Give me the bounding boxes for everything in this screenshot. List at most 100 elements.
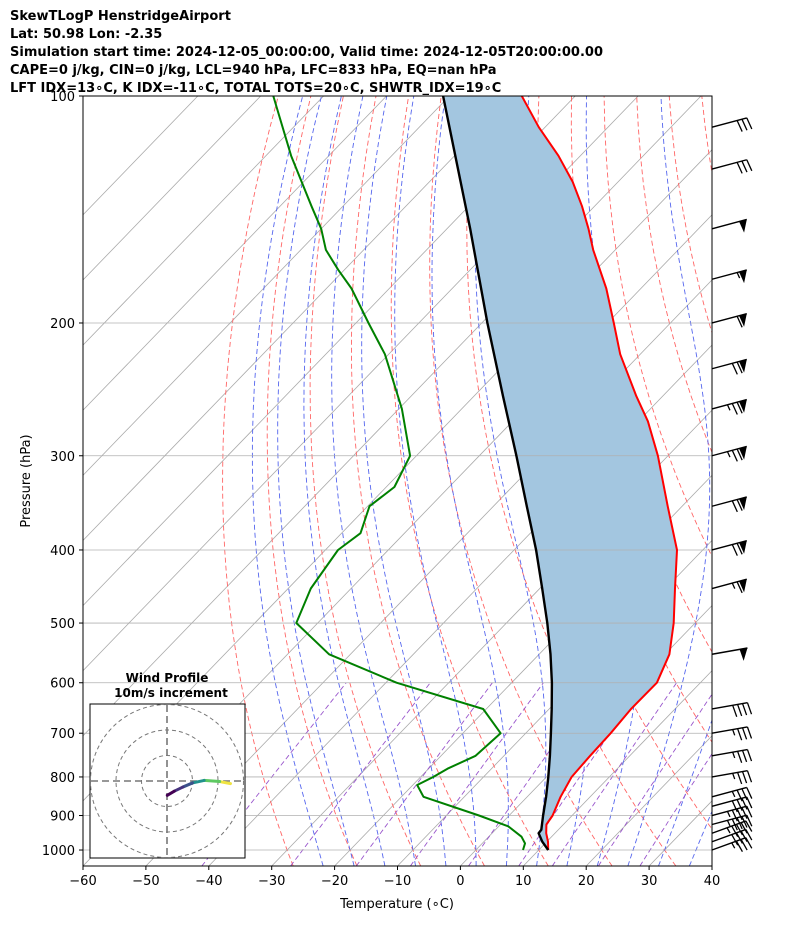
isotherm-line [83, 96, 513, 542]
x-tick-label: 40 [704, 874, 721, 889]
moist-adiabat [361, 96, 447, 866]
isotherm-line [523, 670, 712, 866]
y-tick-label: 500 [50, 617, 75, 632]
hodograph-inset: Wind Profile 10m/s increment [89, 671, 246, 859]
wind-barb [711, 117, 753, 132]
wind-barb [711, 770, 753, 785]
hodograph-ring [90, 704, 244, 858]
isotherm-line [775, 96, 794, 866]
parcel-line [441, 96, 554, 851]
stability-line: LFT IDX=13∘C, K IDX=-11∘C, TOTAL TOTS=20… [10, 81, 502, 96]
wind-barb [711, 748, 753, 763]
moist-adiabat [431, 96, 509, 866]
mixing-ratio-line [639, 752, 712, 866]
x-tick-label: −50 [132, 874, 159, 889]
hodograph-segment [202, 778, 222, 784]
y-tick-label: 300 [50, 450, 75, 465]
x-tick-label: 30 [641, 874, 658, 889]
x-tick-label: −40 [195, 874, 222, 889]
temperature-line [520, 96, 678, 851]
moist-adiabat [251, 96, 324, 866]
y-tick-label: 900 [50, 810, 75, 825]
dry-adiabat [309, 96, 422, 866]
wind-barb [711, 159, 753, 174]
y-tick-label: 800 [50, 771, 75, 786]
moist-adiabat [720, 96, 794, 866]
wind-barb [711, 358, 747, 375]
moist-adiabat [277, 96, 355, 866]
time-line: Simulation start time: 2024-12-05_00:00:… [10, 45, 603, 60]
x-tick-label: −60 [69, 874, 96, 889]
isotherm-line [145, 279, 712, 866]
y-axis-label: Pressure (hPa) [19, 434, 34, 527]
dry-adiabat [222, 96, 294, 866]
moist-adiabat [752, 96, 794, 866]
mixing-ratio-line [355, 682, 493, 866]
wind-barb [711, 786, 753, 802]
moist-adiabat [627, 96, 711, 866]
moist-adiabat [331, 96, 416, 866]
y-tick-label: 600 [50, 677, 75, 692]
mixing-ratio-line [410, 682, 544, 866]
dewpoint-line [272, 96, 526, 851]
isotherm-line [83, 96, 576, 607]
wind-barb [711, 496, 747, 513]
isotherm-line [334, 474, 712, 866]
hodograph-segment [218, 780, 232, 786]
dry-adiabat [767, 96, 794, 866]
mixing-ratio-line [201, 682, 347, 866]
dry-adiabat [636, 96, 712, 454]
indices-line: CAPE=0 j/kg, CIN=0 j/kg, LCL=940 hPa, LF… [10, 63, 497, 78]
y-tick-label: 200 [50, 317, 75, 332]
x-tick-label: −20 [321, 874, 348, 889]
location-line: Lat: 50.98 Lon: -2.35 [10, 27, 163, 42]
wind-barb [711, 269, 747, 284]
hodograph-segment [191, 778, 206, 785]
y-tick-label: 400 [50, 544, 75, 559]
hodograph-segment [181, 781, 195, 789]
x-axis-label: Temperature (∘C) [339, 897, 454, 912]
dry-adiabat [390, 96, 549, 866]
x-tick-label: −30 [258, 874, 285, 889]
hodograph-title: Wind Profile [126, 671, 209, 685]
wind-barb [711, 539, 747, 556]
isotherm-line [83, 96, 387, 411]
isotherm-line [83, 96, 450, 476]
y-tick-label: 1000 [42, 844, 75, 859]
wind-barb [711, 647, 748, 661]
wind-barb [711, 312, 747, 328]
y-tick-label: 700 [50, 727, 75, 742]
title-line: SkewTLogP HenstridgeAirport [10, 9, 231, 24]
moist-adiabat [658, 718, 712, 866]
hodograph-segment [172, 785, 185, 793]
isotherm-line [397, 539, 712, 866]
hodograph-segment [165, 789, 176, 797]
x-tick-label: −10 [384, 874, 411, 889]
isotherm-line [711, 865, 712, 866]
moist-adiabat [303, 96, 386, 866]
mixing-ratio-line [290, 682, 431, 866]
wind-barb [711, 398, 747, 415]
isotherm-line [648, 800, 712, 866]
isotherm-line [585, 735, 712, 866]
x-tick-label: 10 [515, 874, 532, 889]
dry-adiabat [266, 96, 358, 866]
wind-barb [711, 578, 747, 594]
hodograph-subtitle: 10m/s increment [114, 686, 228, 700]
wind-barb [711, 218, 747, 233]
wind-barb [711, 445, 747, 462]
moist-adiabat [394, 96, 477, 866]
dry-adiabat [351, 96, 485, 866]
moist-adiabat [474, 96, 547, 866]
isotherm-line [83, 96, 262, 281]
y-tick-label: 100 [50, 90, 75, 105]
wind-barb [711, 702, 753, 717]
dry-adiabat [668, 96, 712, 335]
chart-header: SkewTLogP HenstridgeAirport Lat: 50.98 L… [10, 8, 603, 98]
x-tick-label: 0 [456, 874, 464, 889]
x-tick-label: 20 [578, 874, 595, 889]
wind-barb [711, 726, 753, 741]
cin-cape-shading [443, 96, 677, 850]
isotherm-line [83, 96, 324, 346]
